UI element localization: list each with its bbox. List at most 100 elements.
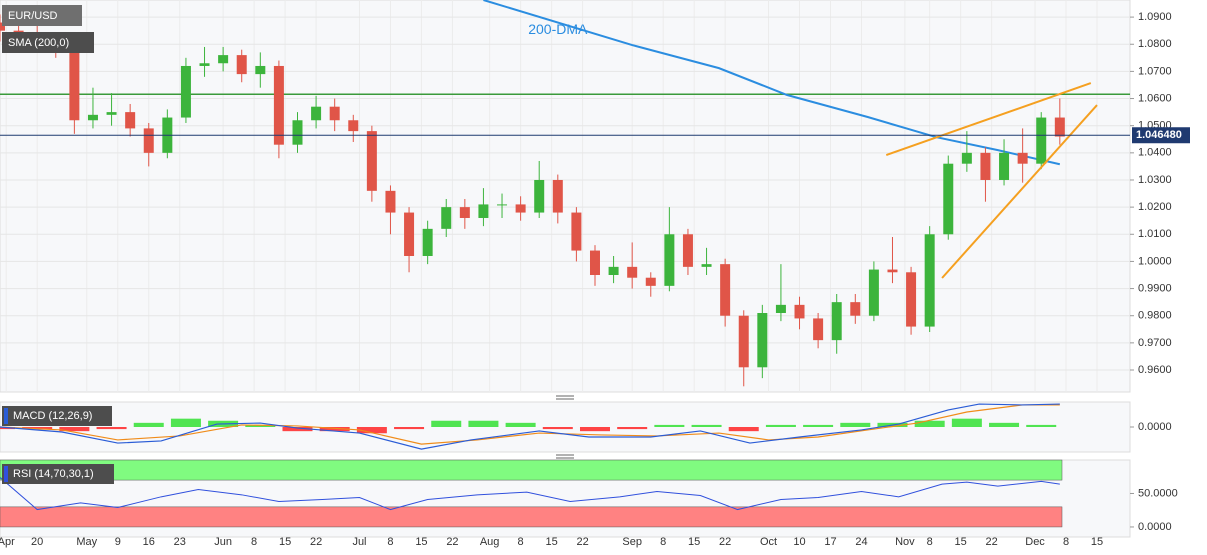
legend-symbol: EUR/USD <box>8 10 58 22</box>
panel-divider[interactable] <box>556 395 574 459</box>
macd-histogram-bar <box>505 422 536 427</box>
candle-body <box>87 114 98 121</box>
macd-histogram-bar <box>914 420 945 427</box>
candle-body <box>738 315 749 368</box>
y-tick-label: 1.0200 <box>1138 201 1172 213</box>
annotation: 200-DMA <box>528 21 588 37</box>
x-tick-label: 16 <box>143 536 155 548</box>
y-tick-label: 1.0100 <box>1138 228 1172 240</box>
candle-body <box>943 163 954 235</box>
macd-histogram-bar <box>840 422 871 427</box>
candle-body <box>627 266 638 278</box>
macd-histogram-bar <box>617 427 648 430</box>
macd-histogram-bar <box>542 427 573 430</box>
y-tick-label: 0.0000 <box>1138 421 1172 433</box>
y-tick-label: 0.0000 <box>1138 521 1172 533</box>
x-tick-label: 15 <box>545 536 557 548</box>
candle-body <box>794 304 805 319</box>
y-tick-label: 0.9900 <box>1138 282 1172 294</box>
x-tick-label: 22 <box>576 536 588 548</box>
legend-swatch <box>4 408 8 424</box>
candle-body <box>887 269 898 273</box>
candle-body <box>106 112 117 115</box>
candle-body <box>0 22 5 31</box>
legend-rsi: RSI (14,70,30,1) <box>13 468 94 480</box>
y-tick-label: 1.0900 <box>1138 11 1172 23</box>
x-tick-label: Oct <box>760 536 777 548</box>
candle-body <box>645 277 656 286</box>
y-tick-label: 0.9600 <box>1138 364 1172 376</box>
candle-body <box>1017 152 1028 164</box>
x-tick-label: Jul <box>352 536 366 548</box>
x-tick-label: 8 <box>927 536 933 548</box>
sma-line <box>483 0 1061 166</box>
candle-body <box>459 207 470 218</box>
legend-box <box>2 464 114 484</box>
x-tick-label: 8 <box>251 536 257 548</box>
x-tick-label: Dec <box>1025 536 1045 548</box>
y-tick-label: 1.0000 <box>1138 255 1172 267</box>
candle-body <box>775 304 786 314</box>
candle-body <box>1054 117 1065 137</box>
y-tick-label: 0.9800 <box>1138 310 1172 322</box>
legend-box <box>2 32 94 53</box>
candle-body <box>589 250 600 275</box>
candle-body <box>961 152 972 164</box>
candle-body <box>180 65 191 118</box>
candle-body <box>273 65 284 145</box>
x-tick-label: 10 <box>793 536 805 548</box>
candle-body <box>682 234 693 267</box>
candle-body <box>1036 117 1047 164</box>
macd-histogram-bar <box>245 424 276 427</box>
candle-body <box>868 269 879 316</box>
macd-histogram-bar <box>96 427 127 430</box>
candle-body <box>664 234 675 286</box>
candle-body <box>441 207 452 229</box>
candle-body <box>329 106 340 121</box>
x-tick-label: 15 <box>279 536 291 548</box>
y-tick-label: 50.0000 <box>1138 487 1178 499</box>
candle-body <box>199 63 210 66</box>
x-tick-label: 22 <box>310 536 322 548</box>
candle-body <box>701 264 712 267</box>
x-tick-label: 22 <box>446 536 458 548</box>
x-tick-label: 8 <box>518 536 524 548</box>
rsi-line <box>0 477 1060 511</box>
x-tick-label: 22 <box>719 536 731 548</box>
macd-line <box>0 403 1060 450</box>
candle-body <box>497 204 508 206</box>
x-tick-label: 15 <box>415 536 427 548</box>
candle-body <box>571 212 582 251</box>
y-tick-label: 1.0800 <box>1138 38 1172 50</box>
candle-body <box>924 234 935 327</box>
macd-histogram-bar <box>468 420 499 427</box>
y-tick-label: 1.0700 <box>1138 65 1172 77</box>
y-tick-label: 1.0300 <box>1138 174 1172 186</box>
candle-body <box>69 44 80 121</box>
x-tick-label: 17 <box>824 536 836 548</box>
x-tick-label: Nov <box>895 536 915 548</box>
candle-body <box>348 120 359 132</box>
last-price-tag <box>1132 127 1190 144</box>
macd-histogram-bar <box>133 422 164 427</box>
candle-body <box>831 302 842 341</box>
legend-box <box>2 406 112 426</box>
macd-histogram-bar <box>170 418 201 427</box>
candle-body <box>552 179 563 213</box>
macd-histogram-bar <box>654 424 685 427</box>
x-tick-label: 8 <box>387 536 393 548</box>
candle-body <box>236 55 247 75</box>
x-tick-label: 15 <box>688 536 700 548</box>
candle-body <box>720 264 731 316</box>
macd-histogram-bar <box>691 424 722 427</box>
macd-histogram-bar <box>282 427 313 432</box>
candle-body <box>534 179 545 213</box>
legend-macd: MACD (12,26,9) <box>13 410 92 422</box>
candle-body <box>292 120 303 145</box>
plot-layer: Apr 20 May 9 16 23 Jun 8 15 22 Jul 8 15 22 Aug 8 15 22 Sep… <box>0 0 1190 548</box>
trend-line <box>941 104 1098 279</box>
candle-body <box>980 152 991 180</box>
legend-box <box>2 5 82 26</box>
candle-body <box>515 204 526 213</box>
